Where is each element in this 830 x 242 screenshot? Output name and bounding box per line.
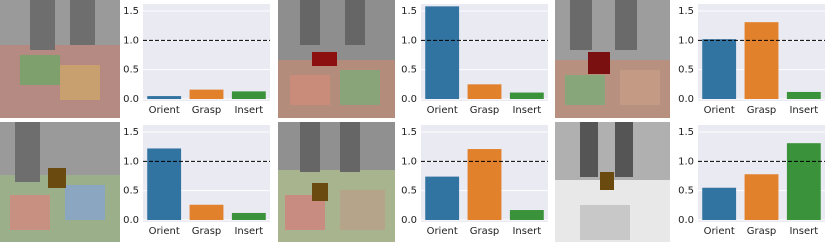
bar [744,22,779,99]
bar [231,212,266,220]
bar [467,84,502,99]
y-tick-label: 1.0 [123,156,139,167]
y-tick-label: 0.0 [401,94,417,105]
y-tick-label: 0.0 [678,94,694,105]
x-tick-label: Grasp [747,105,777,116]
bar [702,39,737,99]
bar [786,143,821,220]
bar [189,204,224,220]
y-tick-label: 0.0 [123,94,139,105]
x-tick-label: Orient [427,226,458,237]
y-tick-label: 1.5 [678,127,694,138]
y-tick-label: 1.5 [678,6,694,17]
y-tick-label: 1.0 [401,35,417,46]
y-tick-label: 1.0 [678,156,694,167]
x-tick-label: Insert [512,226,541,237]
bar [702,187,737,220]
y-tick-label: 0.0 [401,215,417,226]
y-tick-label: 0.0 [678,215,694,226]
bar [744,174,779,220]
x-tick-label: Grasp [192,226,222,237]
bar [189,89,224,99]
y-tick-label: 1.5 [401,6,417,17]
bar [231,91,266,99]
x-tick-label: Grasp [470,226,500,237]
x-tick-label: Orient [149,105,180,116]
y-tick-label: 0.5 [401,65,417,76]
y-tick-label: 1.0 [401,156,417,167]
x-tick-label: Grasp [192,105,222,116]
scene-image [0,122,120,242]
x-tick-label: Grasp [747,226,777,237]
scene-image [278,0,395,118]
bar [147,96,182,99]
y-tick-label: 0.5 [678,65,694,76]
scene-image [0,0,120,118]
x-tick-label: Insert [789,105,818,116]
x-tick-label: Grasp [470,105,500,116]
bar [147,148,182,220]
y-tick-label: 1.0 [123,35,139,46]
y-tick-label: 0.5 [123,65,139,76]
scene-image [555,0,670,118]
y-tick-label: 1.0 [678,35,694,46]
x-tick-label: Orient [704,105,735,116]
bar [509,92,544,99]
y-tick-label: 0.5 [678,186,694,197]
bar [786,91,821,99]
scene-images [0,0,670,242]
x-tick-label: Insert [234,226,263,237]
bar [509,210,544,220]
x-tick-label: Insert [789,226,818,237]
x-tick-label: Insert [512,105,541,116]
y-tick-label: 1.5 [123,127,139,138]
y-tick-label: 0.5 [401,186,417,197]
x-tick-label: Orient [704,226,735,237]
y-tick-label: 0.5 [123,186,139,197]
bar [425,6,460,99]
plot-area [143,4,270,101]
bar [425,176,460,220]
scene-image [278,122,395,242]
scene-image [555,122,670,242]
x-tick-label: Orient [149,226,180,237]
x-tick-label: Insert [234,105,263,116]
bar [467,149,502,220]
y-tick-label: 0.0 [123,215,139,226]
y-tick-label: 1.5 [123,6,139,17]
y-tick-label: 1.5 [401,127,417,138]
x-tick-label: Orient [427,105,458,116]
